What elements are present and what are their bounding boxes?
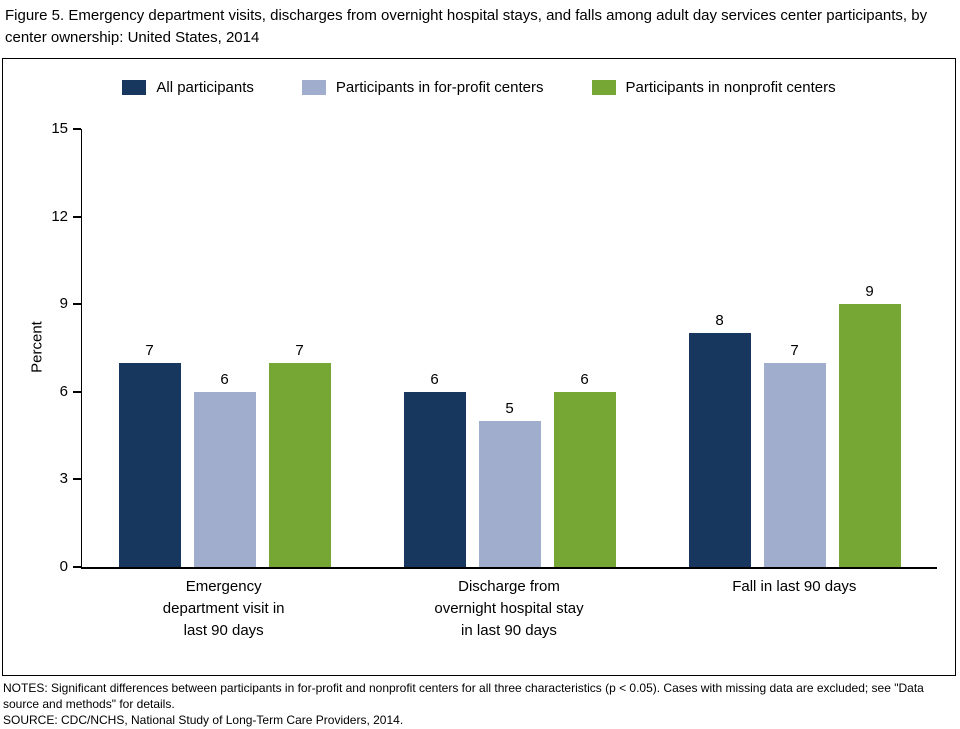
x-category-label: Emergency department visit in last 90 da… — [162, 578, 285, 639]
y-tick-mark — [73, 390, 81, 393]
plot-area: 0 3 6 9 12 15 7 6 7 6 5 6 8 7 9 — [51, 120, 937, 575]
y-tick-mark — [73, 128, 81, 130]
bar-wrap: 7 — [118, 129, 181, 567]
legend-swatch-icon — [301, 80, 326, 95]
bar-wrap: 9 — [838, 129, 901, 567]
legend-swatch-icon — [591, 80, 616, 95]
bar — [553, 391, 616, 567]
y-tick-mark — [73, 215, 81, 218]
bar-value-label: 7 — [790, 341, 799, 359]
y-tick-label: 6 — [59, 382, 68, 400]
chart-legend: All participants Participants in for-prof… — [3, 79, 955, 96]
y-tick-mark — [73, 566, 81, 568]
bar — [268, 362, 331, 567]
y-tick-label: 3 — [59, 470, 68, 488]
bar — [688, 333, 751, 567]
bar-wrap: 6 — [403, 129, 466, 567]
bar-group: 6 5 6 — [367, 129, 652, 567]
legend-item: Participants in nonprofit centers — [591, 79, 836, 96]
bar-group: 7 6 7 — [82, 129, 367, 567]
y-tick-label: 0 — [59, 558, 68, 575]
chart-box: All participants Participants in for-prof… — [2, 58, 956, 676]
bar-value-label: 5 — [505, 400, 514, 418]
figure-title: Figure 5. Emergency department visits, d… — [5, 7, 928, 46]
bar — [763, 362, 826, 567]
legend-item: Participants in for-profit centers — [301, 79, 544, 96]
y-axis-title: Percent — [28, 321, 46, 373]
bar-value-label: 7 — [145, 341, 154, 359]
legend-label: All participants — [156, 79, 254, 96]
legend-label: Participants in nonprofit centers — [625, 79, 836, 96]
bar-wrap: 8 — [688, 129, 751, 567]
bar-wrap: 6 — [193, 129, 256, 567]
notes-text: NOTES: Significant differences between p… — [3, 681, 924, 711]
bar-wrap: 7 — [763, 129, 826, 567]
bar-value-label: 6 — [430, 370, 439, 388]
bar — [193, 391, 256, 567]
source-text: SOURCE: CDC/NCHS, National Study of Long… — [3, 712, 404, 727]
x-axis-labels: Emergency department visit in last 90 da… — [81, 576, 937, 641]
bar-value-label: 8 — [715, 312, 724, 330]
y-tick-mark — [73, 303, 81, 306]
bar — [838, 304, 901, 567]
y-tick-label: 9 — [59, 295, 68, 313]
bar-value-label: 7 — [295, 341, 304, 359]
legend-item: All participants — [122, 79, 254, 96]
bar-wrap: 5 — [478, 129, 541, 567]
bar-wrap: 6 — [553, 129, 616, 567]
y-tick-mark — [73, 478, 81, 481]
bar-wrap: 7 — [268, 129, 331, 567]
x-category-label: Discharge from overnight hospital stay i… — [434, 578, 584, 639]
y-tick-label: 12 — [51, 207, 68, 225]
bar — [478, 421, 541, 567]
legend-label: Participants in for-profit centers — [335, 79, 544, 96]
x-category-label: Fall in last 90 days — [732, 578, 857, 595]
bar-value-label: 6 — [220, 370, 229, 388]
bar-value-label: 6 — [580, 370, 589, 388]
bar — [118, 362, 181, 567]
bar — [403, 391, 466, 567]
bar-value-label: 9 — [865, 283, 874, 301]
bar-group: 8 7 9 — [652, 129, 937, 567]
figure-notes: NOTES: Significant differences between p… — [3, 681, 956, 728]
legend-swatch-icon — [122, 80, 147, 95]
y-tick-label: 15 — [51, 120, 68, 137]
